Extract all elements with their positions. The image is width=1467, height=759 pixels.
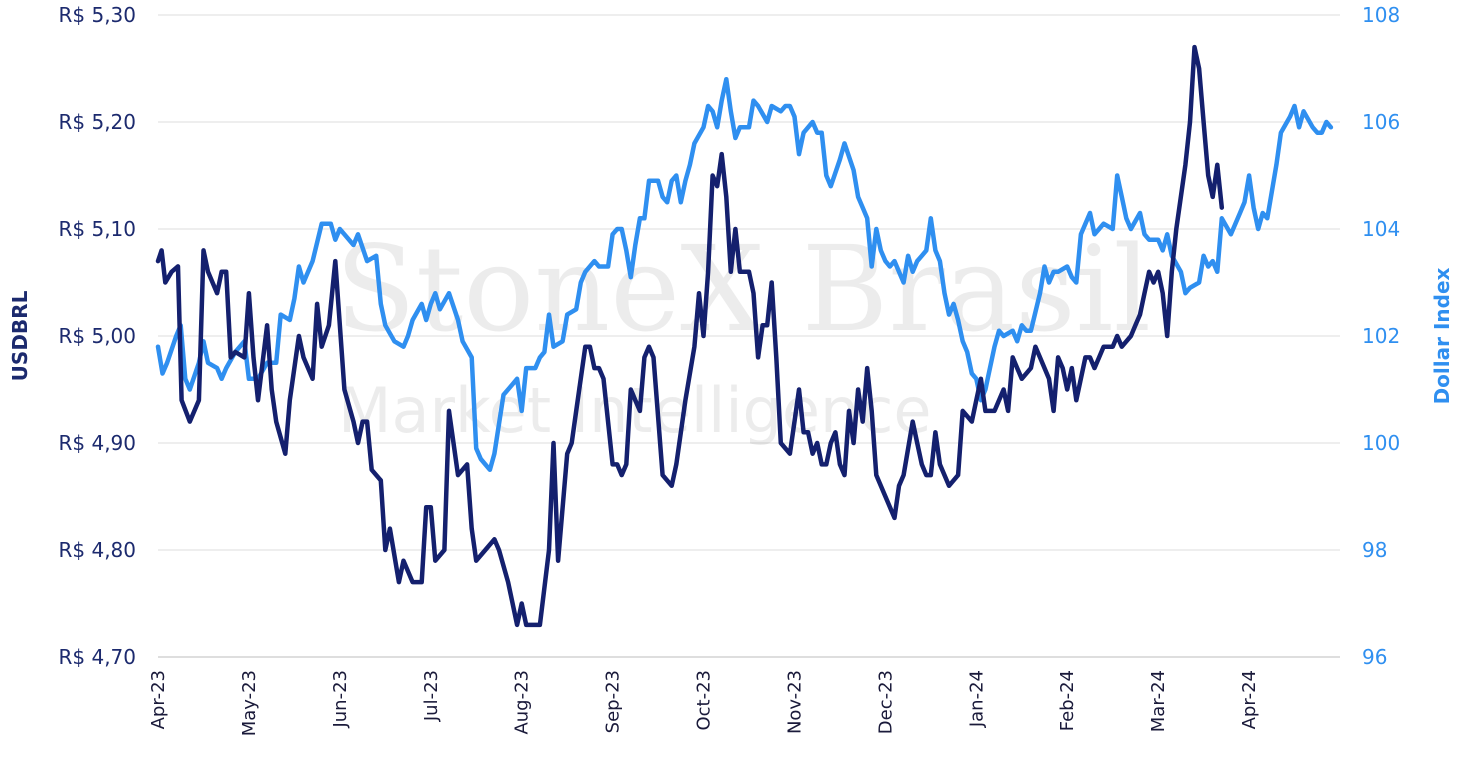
left-axis-ticks: R$ 4,70 R$ 4,80 R$ 4,90 R$ 5,00 R$ 5,10 R$ 5,… xyxy=(58,3,136,669)
right-tick-label: 98 xyxy=(1362,538,1387,562)
right-tick-label: 96 xyxy=(1362,645,1387,669)
right-tick-label: 100 xyxy=(1362,431,1400,455)
left-tick-label: R$ 5,30 xyxy=(58,3,136,27)
usdbrl-series-line xyxy=(155,44,1225,628)
x-tick-label: Mar-24 xyxy=(1148,670,1169,732)
watermark: StoneX Brasil Market Intelligence xyxy=(335,220,1151,447)
right-axis-title: Dollar Index xyxy=(1430,267,1454,404)
x-tick-label: Jul-23 xyxy=(421,670,442,722)
watermark-brand: StoneX Brasil xyxy=(335,220,1151,358)
left-tick-label: R$ 5,20 xyxy=(58,110,136,134)
left-tick-label: R$ 4,90 xyxy=(58,431,136,455)
x-tick-label: May-23 xyxy=(239,670,260,736)
right-tick-label: 108 xyxy=(1362,3,1400,27)
x-tick-label: Oct-23 xyxy=(694,670,715,731)
series-layer xyxy=(155,44,1334,628)
right-tick-label: 104 xyxy=(1362,217,1400,241)
x-tick-label: Feb-24 xyxy=(1057,670,1078,731)
watermark-sub: Market Intelligence xyxy=(338,374,932,447)
right-tick-label: 102 xyxy=(1362,324,1400,348)
right-tick-label: 106 xyxy=(1362,110,1400,134)
left-tick-label: R$ 5,10 xyxy=(58,217,136,241)
left-tick-label: R$ 4,70 xyxy=(58,645,136,669)
x-tick-label: Apr-24 xyxy=(1239,670,1260,729)
x-tick-label: Aug-23 xyxy=(512,670,533,735)
x-tick-label: Dec-23 xyxy=(875,670,896,734)
left-tick-label: R$ 5,00 xyxy=(58,324,136,348)
x-tick-label: Apr-23 xyxy=(148,670,169,729)
x-tick-label: Jan-24 xyxy=(966,670,987,728)
x-axis-ticks: Apr-23 May-23 Jun-23 Jul-23 Aug-23 Sep-23 Oct-… xyxy=(148,670,1260,736)
x-tick-label: Nov-23 xyxy=(784,670,805,734)
x-tick-label: Jun-23 xyxy=(330,670,351,729)
dollar-index-series-line xyxy=(155,76,1334,473)
right-axis-ticks: 96 98 100 102 104 106 108 xyxy=(1362,3,1400,669)
left-tick-label: R$ 4,80 xyxy=(58,538,136,562)
x-tick-label: Sep-23 xyxy=(603,670,624,733)
left-axis-title: USDBRL xyxy=(8,290,32,381)
